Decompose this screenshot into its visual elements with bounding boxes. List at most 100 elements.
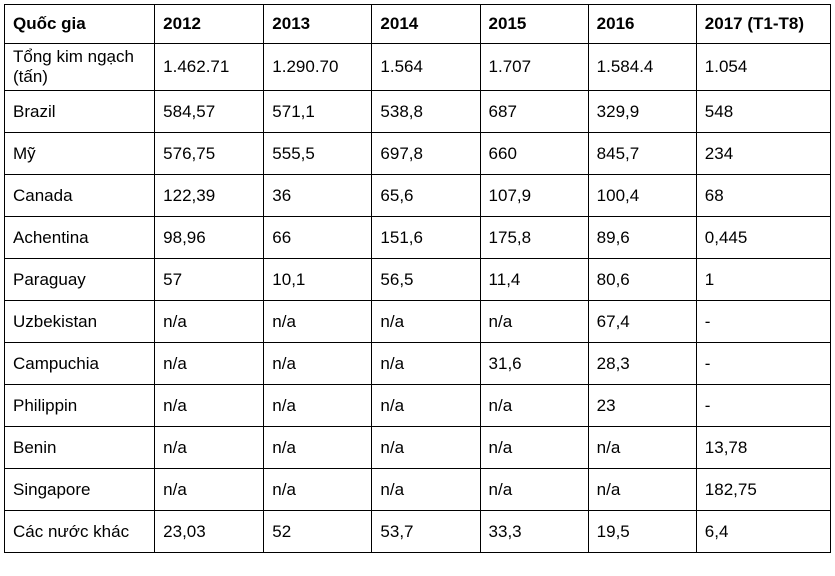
table-cell: 10,1 xyxy=(263,258,373,301)
table-cell: - xyxy=(695,384,832,427)
table-cell: n/a xyxy=(263,426,373,469)
table-cell: 66 xyxy=(263,216,373,259)
table-row: Các nước khác 23,03 52 53,7 33,3 19,5 6,… xyxy=(3,510,832,553)
table-row: Canada 122,39 36 65,6 107,9 100,4 68 xyxy=(3,174,832,217)
row-label: Các nước khác xyxy=(3,510,156,553)
table-cell: 23,03 xyxy=(154,510,265,553)
table-cell: 57 xyxy=(154,258,265,301)
table-cell: n/a xyxy=(371,384,481,427)
table-row: Campuchia n/a n/a n/a 31,6 28,3 - xyxy=(3,342,832,385)
table-cell: 80,6 xyxy=(587,258,697,301)
table-cell: n/a xyxy=(371,426,481,469)
table-cell: 584,57 xyxy=(154,90,265,133)
table-cell: 89,6 xyxy=(587,216,697,259)
table-cell: 6,4 xyxy=(695,510,832,553)
table-cell: 555,5 xyxy=(263,132,373,175)
table-cell: n/a xyxy=(371,342,481,385)
table-cell: 33,3 xyxy=(479,510,589,553)
table-cell: 107,9 xyxy=(479,174,589,217)
column-header: Quốc gia xyxy=(3,4,156,44)
table-cell: 11,4 xyxy=(479,258,589,301)
table-cell: 538,8 xyxy=(371,90,481,133)
table-cell: n/a xyxy=(154,384,265,427)
table-cell: n/a xyxy=(154,426,265,469)
table-row: Achentina 98,96 66 151,6 175,8 89,6 0,44… xyxy=(3,216,832,259)
table-cell: n/a xyxy=(479,300,589,343)
table-cell: 660 xyxy=(479,132,589,175)
row-label: Brazil xyxy=(3,90,156,133)
table-row: Mỹ 576,75 555,5 697,8 660 845,7 234 xyxy=(3,132,832,175)
table-cell: 697,8 xyxy=(371,132,481,175)
table-cell: 687 xyxy=(479,90,589,133)
table-cell: 122,39 xyxy=(154,174,265,217)
table-cell: 576,75 xyxy=(154,132,265,175)
row-label: Tổng kim ngạch (tấn) xyxy=(3,43,156,91)
table-cell: 151,6 xyxy=(371,216,481,259)
table-cell: n/a xyxy=(263,468,373,511)
table-cell: 1.584.4 xyxy=(587,43,697,91)
column-header: 2015 xyxy=(479,4,589,44)
table-row: Benin n/a n/a n/a n/a n/a 13,78 xyxy=(3,426,832,469)
table-row: Brazil 584,57 571,1 538,8 687 329,9 548 xyxy=(3,90,832,133)
table-cell: - xyxy=(695,300,832,343)
table-cell: 31,6 xyxy=(479,342,589,385)
column-header: 2014 xyxy=(371,4,481,44)
row-label: Mỹ xyxy=(3,132,156,175)
table-cell: 36 xyxy=(263,174,373,217)
table-cell: 52 xyxy=(263,510,373,553)
table-cell: 548 xyxy=(695,90,832,133)
row-label: Singapore xyxy=(3,468,156,511)
column-header: 2016 xyxy=(587,4,697,44)
table-cell: 845,7 xyxy=(587,132,697,175)
row-label: Philippin xyxy=(3,384,156,427)
table-cell: 13,78 xyxy=(695,426,832,469)
table-cell: n/a xyxy=(587,426,697,469)
table-cell: 53,7 xyxy=(371,510,481,553)
table-cell: 175,8 xyxy=(479,216,589,259)
table-cell: n/a xyxy=(587,468,697,511)
table-cell: 234 xyxy=(695,132,832,175)
table-row: Tổng kim ngạch (tấn) 1.462.71 1.290.70 1… xyxy=(3,43,832,91)
table-cell: - xyxy=(695,342,832,385)
row-label: Achentina xyxy=(3,216,156,259)
table-cell: n/a xyxy=(263,342,373,385)
table-cell: 571,1 xyxy=(263,90,373,133)
table-cell: 28,3 xyxy=(587,342,697,385)
table-row: Paraguay 57 10,1 56,5 11,4 80,6 1 xyxy=(3,258,832,301)
table-cell: 1.462.71 xyxy=(154,43,265,91)
table-cell: 1.707 xyxy=(479,43,589,91)
table-cell: 1.564 xyxy=(371,43,481,91)
table-cell: n/a xyxy=(371,468,481,511)
table-cell: 1.054 xyxy=(695,43,832,91)
column-header: 2017 (T1-T8) xyxy=(695,4,832,44)
table-cell: 68 xyxy=(695,174,832,217)
table-cell: 1.290.70 xyxy=(263,43,373,91)
table-cell: n/a xyxy=(479,426,589,469)
table-row: Philippin n/a n/a n/a n/a 23 - xyxy=(3,384,832,427)
table-cell: n/a xyxy=(263,300,373,343)
table-cell: 65,6 xyxy=(371,174,481,217)
table-cell: n/a xyxy=(479,468,589,511)
table-cell: n/a xyxy=(263,384,373,427)
column-header: 2013 xyxy=(263,4,373,44)
table-cell: 67,4 xyxy=(587,300,697,343)
table-cell: n/a xyxy=(479,384,589,427)
row-label: Uzbekistan xyxy=(3,300,156,343)
table-cell: 100,4 xyxy=(587,174,697,217)
import-volume-table: Quốc gia 2012 2013 2014 2015 2016 2017 (… xyxy=(3,4,832,553)
table-cell: n/a xyxy=(371,300,481,343)
table-cell: 0,445 xyxy=(695,216,832,259)
table-cell: n/a xyxy=(154,468,265,511)
row-label: Paraguay xyxy=(3,258,156,301)
row-label: Campuchia xyxy=(3,342,156,385)
row-label: Canada xyxy=(3,174,156,217)
table-row: Singapore n/a n/a n/a n/a n/a 182,75 xyxy=(3,468,832,511)
table-cell: 98,96 xyxy=(154,216,265,259)
header-row: Quốc gia 2012 2013 2014 2015 2016 2017 (… xyxy=(3,4,832,44)
table-cell: n/a xyxy=(154,300,265,343)
table-cell: 329,9 xyxy=(587,90,697,133)
row-label: Benin xyxy=(3,426,156,469)
table-row: Uzbekistan n/a n/a n/a n/a 67,4 - xyxy=(3,300,832,343)
table-cell: n/a xyxy=(154,342,265,385)
table-cell: 1 xyxy=(695,258,832,301)
